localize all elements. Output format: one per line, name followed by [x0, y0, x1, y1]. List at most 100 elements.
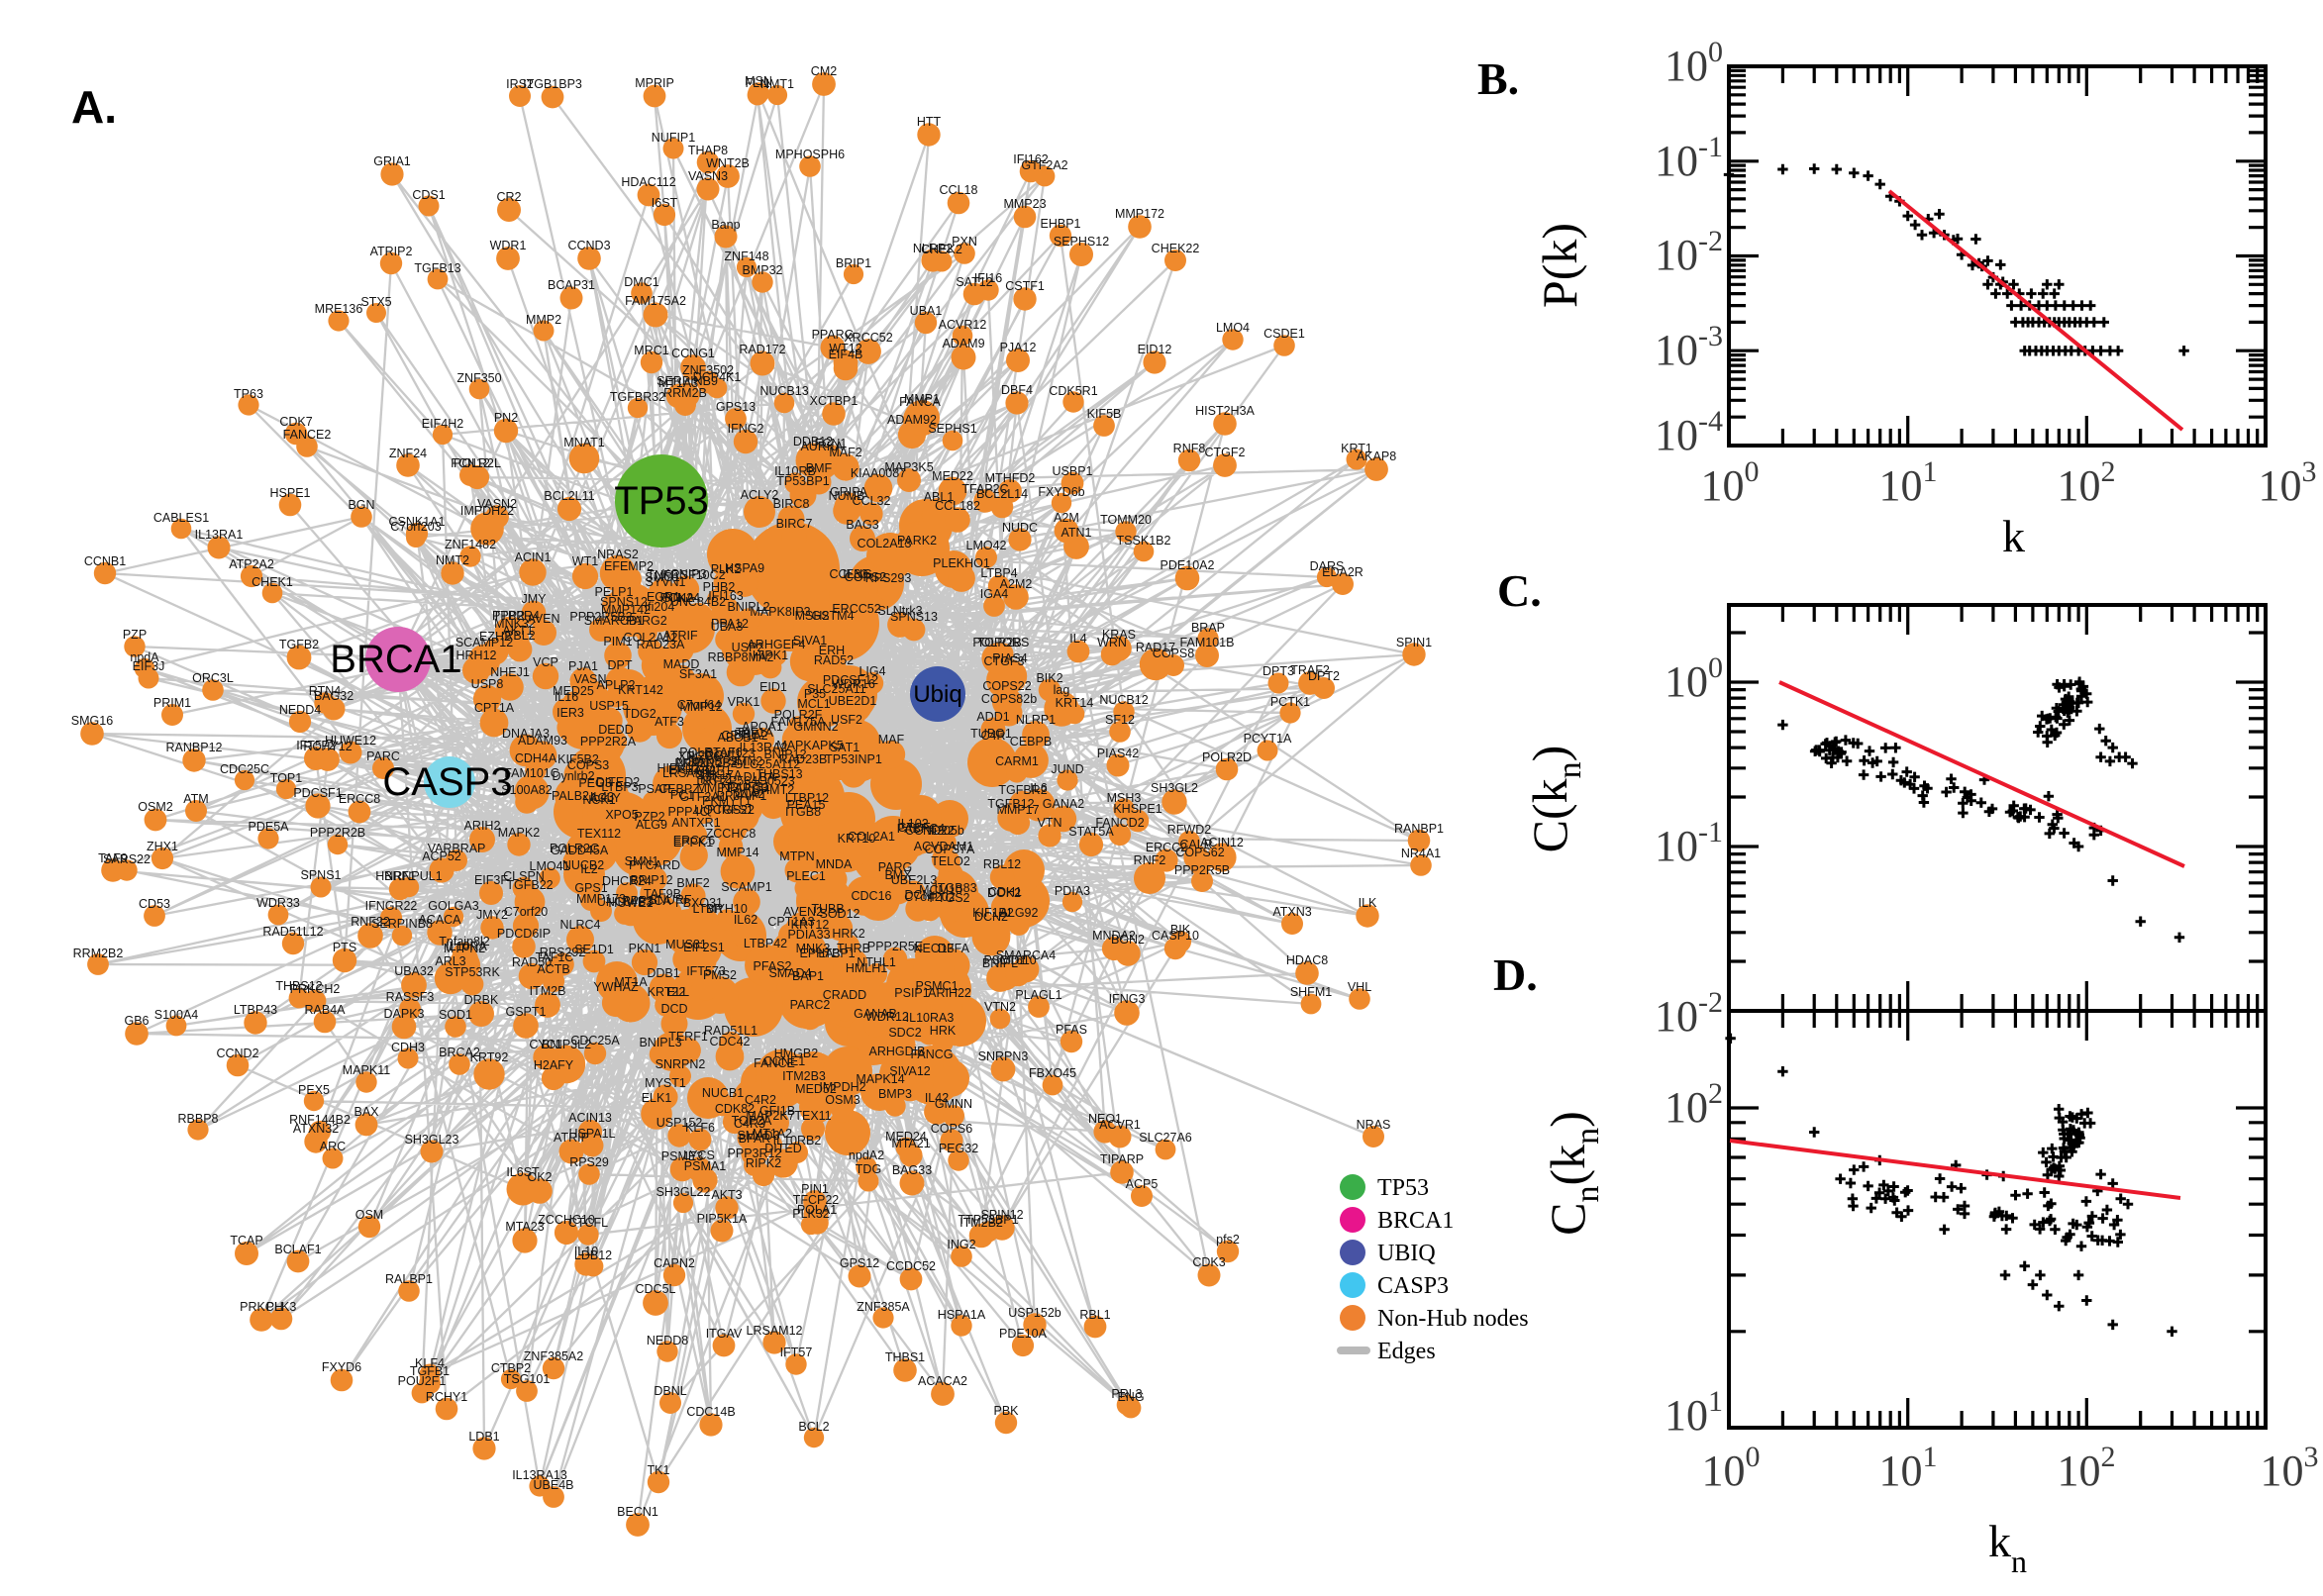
svg-text:PLAGL1: PLAGL1: [1015, 988, 1061, 1002]
svg-text:Banp: Banp: [711, 218, 740, 232]
svg-text:NLRC4: NLRC4: [560, 918, 601, 932]
svg-text:BGN: BGN: [348, 498, 374, 512]
svg-text:RAD51L12: RAD51L12: [262, 925, 323, 939]
svg-text:CASP10: CASP10: [1152, 929, 1199, 943]
svg-text:FXYD6: FXYD6: [322, 1360, 361, 1374]
svg-text:PARG3: PARG3: [727, 781, 767, 795]
svg-text:COPS3: COPS3: [567, 758, 609, 772]
svg-text:DCP4K1: DCP4K1: [693, 370, 742, 384]
svg-text:ELK1: ELK1: [642, 1091, 672, 1105]
svg-text:RRM2B: RRM2B: [663, 386, 707, 400]
svg-text:KHSPE1: KHSPE1: [1113, 802, 1162, 816]
svg-text:AKT1: AKT1: [502, 624, 533, 638]
svg-text:PRKCH: PRKCH: [240, 1300, 283, 1314]
svg-text:KIAA0087: KIAA0087: [851, 466, 906, 480]
svg-text:ARL3: ARL3: [435, 954, 465, 968]
svg-text:MAP3K5: MAP3K5: [884, 460, 933, 474]
svg-text:CDK82: CDK82: [715, 1102, 755, 1116]
svg-text:MNK3: MNK3: [796, 942, 831, 955]
svg-text:PCYT1A: PCYT1A: [1244, 732, 1292, 746]
svg-text:ERCC2: ERCC2: [1146, 841, 1187, 854]
svg-text:DDB1: DDB1: [647, 966, 679, 980]
svg-text:C4R3: C4R3: [734, 1117, 765, 1131]
svg-text:AVEN2: AVEN2: [783, 905, 823, 919]
svg-text:SMG16: SMG16: [71, 714, 113, 728]
svg-text:GTF2A1: GTF2A1: [679, 790, 726, 804]
svg-text:PJA1: PJA1: [568, 659, 598, 673]
svg-text:SCAMP1: SCAMP1: [721, 880, 771, 894]
svg-text:CDK5R1: CDK5R1: [1049, 384, 1097, 398]
svg-text:TOP2A: TOP2A: [732, 1114, 772, 1128]
svg-text:BRIP1: BRIP1: [836, 256, 871, 270]
svg-text:SMN2: SMN2: [729, 754, 763, 768]
svg-text:TP53: TP53: [1377, 1175, 1429, 1201]
svg-text:TDG: TDG: [856, 1162, 881, 1176]
svg-text:THBS12: THBS12: [275, 979, 322, 993]
svg-text:MAPK14: MAPK14: [856, 1072, 904, 1086]
svg-text:HDAC8: HDAC8: [1286, 953, 1328, 967]
svg-text:ACIN12: ACIN12: [1200, 836, 1244, 849]
svg-text:KIF1B2: KIF1B2: [972, 906, 1014, 920]
svg-text:AVEN: AVEN: [527, 612, 559, 626]
svg-text:SNRPN3: SNRPN3: [978, 1049, 1029, 1063]
svg-text:MTA2: MTA2: [733, 787, 764, 801]
svg-text:BAP1: BAP1: [792, 969, 824, 983]
svg-text:TAF9: TAF9: [98, 851, 128, 865]
svg-text:A2M: A2M: [1054, 511, 1079, 525]
svg-text:RASSF3: RASSF3: [386, 990, 435, 1004]
svg-text:IL13RA1: IL13RA1: [195, 528, 244, 542]
svg-text:RAD23A: RAD23A: [637, 638, 685, 651]
svg-text:BAG33: BAG33: [892, 1163, 932, 1177]
svg-text:WDR12: WDR12: [865, 1010, 909, 1024]
svg-text:WDR33: WDR33: [256, 896, 300, 910]
svg-text:BRCA1: BRCA1: [330, 638, 461, 681]
svg-text:TGFB2: TGFB2: [279, 638, 319, 651]
svg-text:UBA1: UBA1: [910, 304, 943, 318]
svg-text:DAPK3: DAPK3: [384, 1007, 425, 1021]
svg-text:BMF2: BMF2: [676, 876, 709, 890]
svg-text:ACACA: ACACA: [418, 913, 461, 927]
svg-text:MMP14: MMP14: [716, 846, 758, 859]
svg-text:ATN1: ATN1: [1060, 526, 1091, 540]
svg-text:EID1: EID1: [759, 680, 787, 694]
svg-text:TDG2: TDG2: [623, 707, 656, 721]
svg-text:HRK: HRK: [930, 1024, 957, 1038]
svg-text:TCAP: TCAP: [230, 1234, 262, 1247]
svg-text:CCNB1: CCNB1: [84, 554, 126, 568]
svg-text:SH3GL22: SH3GL22: [656, 1185, 711, 1199]
svg-text:MAF2: MAF2: [829, 446, 861, 459]
svg-text:ERCC52: ERCC52: [832, 602, 880, 616]
svg-text:SCAMP12: SCAMP12: [455, 636, 513, 649]
svg-text:ACVDAM1: ACVDAM1: [914, 840, 973, 853]
svg-text:NEDD8: NEDD8: [647, 1334, 688, 1347]
svg-text:UBE2L3: UBE2L3: [891, 873, 938, 887]
svg-text:FAM101B: FAM101B: [1180, 636, 1235, 649]
svg-text:FLI1: FLI1: [745, 76, 769, 90]
svg-text:CDH1: CDH1: [988, 885, 1022, 899]
svg-text:SOD1: SOD1: [439, 1008, 472, 1022]
svg-text:CDK7: CDK7: [279, 415, 312, 429]
svg-text:PDIA3: PDIA3: [1055, 884, 1090, 898]
svg-text:LTBP4: LTBP4: [980, 566, 1017, 580]
svg-text:IL102: IL102: [897, 817, 928, 831]
svg-text:ING2: ING2: [947, 1238, 975, 1251]
svg-text:SF12: SF12: [1105, 713, 1135, 727]
svg-text:IFNG3: IFNG3: [1109, 992, 1146, 1006]
svg-text:MSH3: MSH3: [1107, 791, 1142, 805]
svg-text:RAD17: RAD17: [1136, 641, 1175, 654]
svg-text:COPS2: COPS2: [845, 570, 886, 584]
svg-text:ZNF350: ZNF350: [456, 371, 501, 385]
svg-text:DCN2: DCN2: [974, 910, 1008, 924]
svg-text:CEBPZ: CEBPZ: [658, 782, 700, 796]
svg-text:ZNF24: ZNF24: [389, 447, 427, 460]
svg-text:H2AFY: H2AFY: [534, 1058, 574, 1072]
svg-text:IL16: IL16: [555, 690, 578, 704]
svg-text:TIPARP: TIPARP: [1100, 1152, 1144, 1166]
svg-text:MTHFD2: MTHFD2: [985, 471, 1036, 485]
svg-text:LMO41: LMO41: [530, 859, 570, 873]
svg-text:IL10RB: IL10RB: [774, 464, 816, 478]
svg-text:npdA2: npdA2: [849, 1148, 884, 1162]
svg-text:PPP2R5B2: PPP2R5B2: [569, 610, 632, 624]
svg-text:MED25: MED25: [553, 684, 594, 698]
svg-text:MTPN: MTPN: [779, 849, 814, 863]
